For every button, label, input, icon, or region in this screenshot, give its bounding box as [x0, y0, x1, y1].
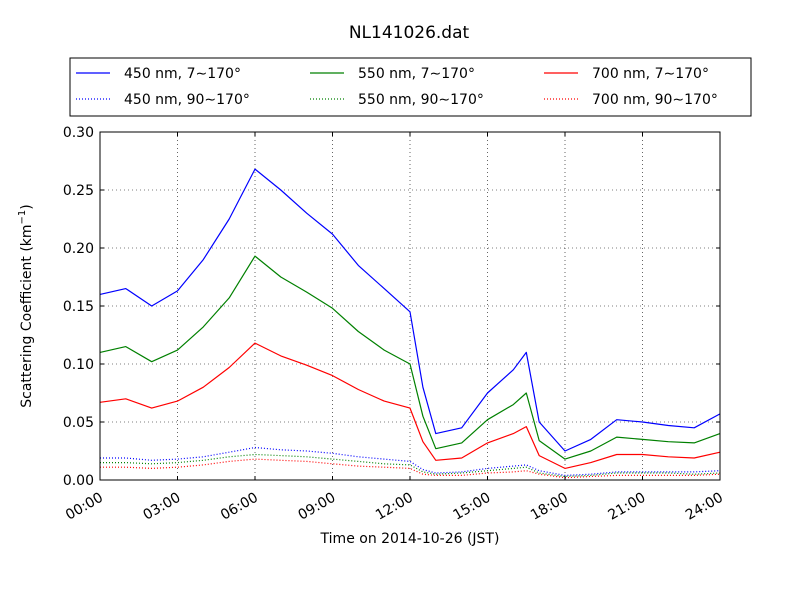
grid — [100, 132, 720, 480]
series-line — [99, 255, 721, 460]
y-axis-label-text: Scattering Coefficient (km — [19, 224, 35, 407]
legend-label: 550 nm, 90∼170° — [358, 92, 484, 108]
y-axis: 0.00 0.05 0.10 0.15 0.20 0.25 0.30 — [63, 125, 720, 489]
chart-title: NL141026.dat — [349, 23, 470, 43]
y-tick-label: 0.05 — [63, 415, 94, 431]
legend-frame — [69, 57, 752, 117]
y-axis-label: Scattering Coefficient (km−1) — [17, 204, 35, 408]
plot-area: 00:00 03:00 06:00 09:00 12:00 15:00 18:00 21:00… — [63, 125, 726, 524]
y-tick-label: 0.00 — [63, 473, 94, 489]
y-axis-label-close: ) — [19, 204, 35, 209]
legend: 450 nm, 7∼170° 550 nm, 7∼170° 700 nm, 7∼17… — [69, 57, 752, 117]
legend-label: 550 nm, 7∼170° — [358, 66, 475, 82]
legend-label: 450 nm, 90∼170° — [124, 92, 250, 108]
legend-label: 700 nm, 90∼170° — [592, 92, 718, 108]
series-line — [99, 342, 721, 469]
legend-label: 700 nm, 7∼170° — [592, 66, 709, 82]
y-tick-label: 0.20 — [63, 241, 94, 257]
y-tick-label: 0.30 — [63, 125, 94, 141]
y-tick-label: 0.15 — [63, 299, 94, 315]
series-line — [99, 168, 721, 452]
y-tick-label: 0.25 — [63, 183, 94, 199]
y-axis-label-exponent: −1 — [17, 210, 28, 225]
x-axis-label: Time on 2014-10-26 (JST) — [320, 531, 500, 547]
series-line — [100, 458, 721, 479]
series-layer — [99, 168, 721, 479]
y-tick-label: 0.10 — [63, 357, 94, 373]
legend-label: 450 nm, 7∼170° — [124, 66, 241, 82]
series-line — [100, 446, 721, 476]
